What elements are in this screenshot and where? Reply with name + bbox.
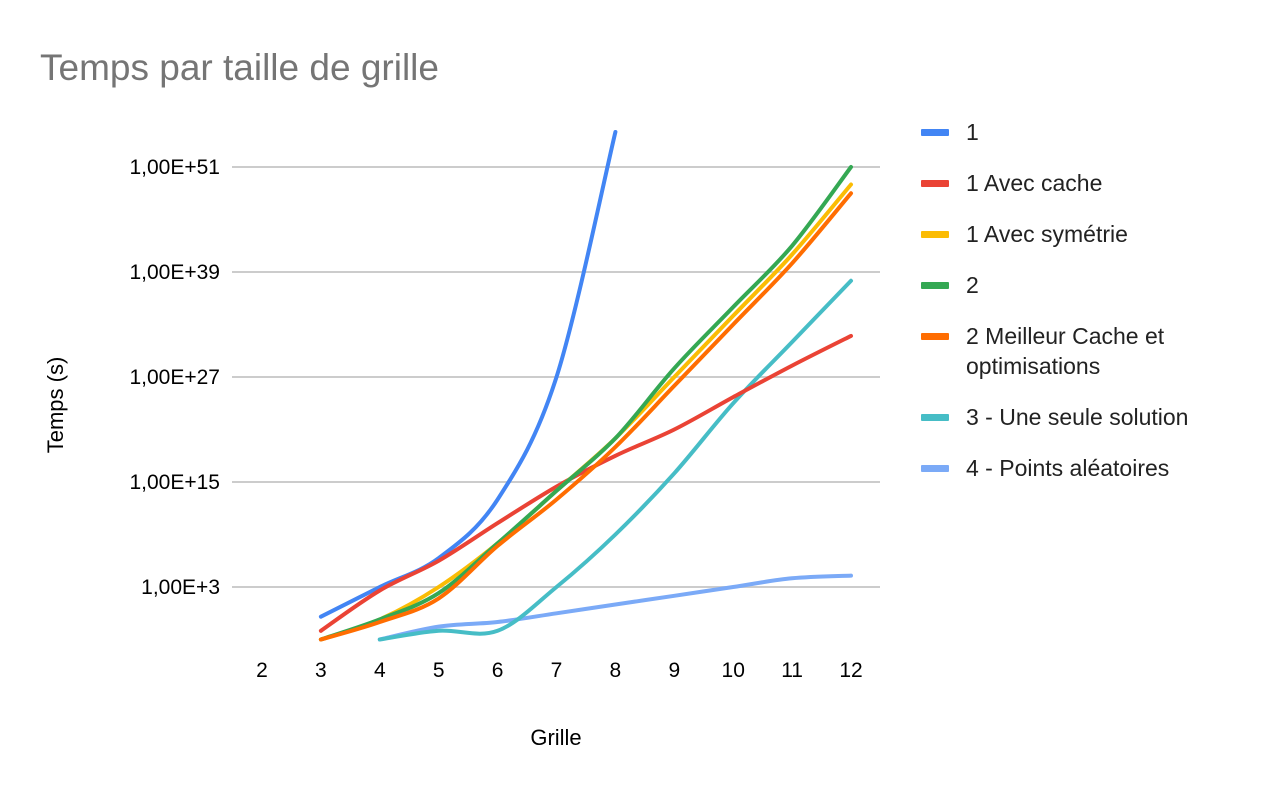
x-tick-label: 8 (610, 659, 622, 682)
y-tick-label: 1,00E+27 (129, 366, 220, 389)
series-line (377, 278, 853, 642)
x-tick-labels: 2 3 4 5 6 7 8 9 10 11 12 (256, 659, 863, 682)
x-tick-label: 11 (781, 659, 803, 682)
y-tick-label: 1,00E+39 (129, 261, 220, 284)
series-line (318, 333, 853, 633)
series-line (318, 165, 853, 642)
series-line (318, 182, 853, 642)
series-line (318, 130, 618, 619)
y-tick-label: 1,00E+3 (141, 576, 220, 599)
legend-swatch (921, 282, 949, 289)
x-tick-label: 2 (256, 659, 268, 682)
legend-entry: 3 - Une seule solution (966, 404, 1188, 430)
legend-entry: 2 (966, 272, 979, 298)
legend-entry: 2 Meilleur Cache et optimisations (966, 323, 1165, 379)
x-tick-label: 12 (839, 659, 862, 682)
x-axis-label: Grille (530, 725, 581, 750)
legend-entry: 1 (966, 119, 979, 145)
y-tick-label: 1,00E+51 (129, 156, 220, 179)
x-tick-label: 9 (668, 659, 680, 682)
legend-entry: 4 - Points aléatoires (966, 455, 1169, 481)
x-tick-label: 10 (722, 659, 745, 682)
legend-swatch (921, 129, 949, 136)
chart-title: Temps par taille de grille (40, 47, 439, 88)
y-tick-labels: 1,00E+3 1,00E+15 1,00E+27 1,00E+39 1,00E+51 (129, 156, 220, 599)
legend-entry: 1 Avec symétrie (966, 221, 1128, 247)
x-tick-label: 5 (433, 659, 445, 682)
legend-swatch (921, 333, 949, 340)
legend: 1 1 Avec cache 1 Avec symétrie 2 2 Meilleur … (921, 119, 1188, 481)
series-lines (318, 130, 853, 642)
y-axis-label: Temps (s) (43, 357, 68, 454)
series-line (318, 191, 853, 642)
y-tick-label: 1,00E+15 (129, 471, 220, 494)
series-line (377, 573, 853, 642)
legend-swatch (921, 414, 949, 421)
legend-swatch (921, 231, 949, 238)
legend-entry: 1 Avec cache (966, 170, 1102, 196)
x-tick-label: 4 (374, 659, 386, 682)
x-tick-label: 7 (551, 659, 563, 682)
x-tick-label: 3 (315, 659, 327, 682)
legend-swatch (921, 465, 949, 472)
x-tick-label: 6 (492, 659, 504, 682)
legend-swatch (921, 180, 949, 187)
